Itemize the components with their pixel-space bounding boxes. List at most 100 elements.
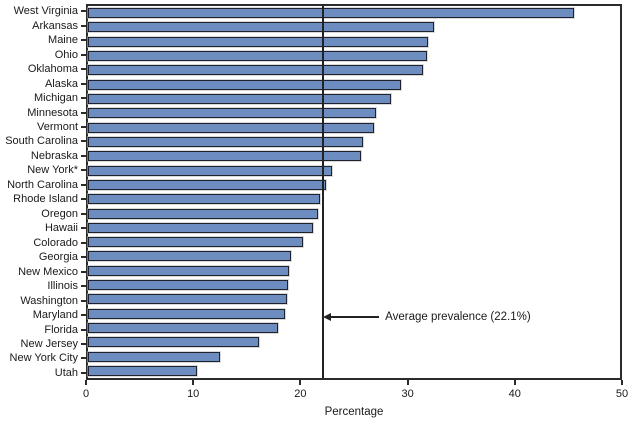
x-tick-label-20: 20 bbox=[294, 388, 307, 400]
y-label-row-minnesota: Minnesota bbox=[0, 105, 86, 119]
x-axis-title: Percentage bbox=[324, 406, 384, 418]
bar-row-georgia bbox=[88, 249, 620, 263]
y-label-rhode-island: Rhode Island bbox=[13, 193, 78, 206]
y-label-row-oregon: Oregon bbox=[0, 207, 86, 221]
bar-oregon bbox=[88, 208, 318, 219]
bar-row-north-carolina bbox=[88, 178, 620, 192]
bar-row-alaska bbox=[88, 78, 620, 92]
bar-alaska bbox=[88, 79, 401, 90]
y-label-hawaii: Hawaii bbox=[44, 222, 78, 235]
y-label-oregon: Oregon bbox=[41, 207, 78, 220]
y-label-washington: Washington bbox=[20, 294, 78, 307]
y-tick-mark bbox=[81, 68, 86, 71]
bar-new-york bbox=[88, 165, 332, 176]
y-label-new-jersey: New Jersey bbox=[20, 338, 78, 351]
x-tick-label-50: 50 bbox=[615, 388, 629, 400]
bar-georgia bbox=[88, 251, 292, 262]
bar-hawaii bbox=[88, 222, 313, 233]
y-label-ohio: Ohio bbox=[54, 48, 78, 61]
y-label-row-georgia: Georgia bbox=[0, 250, 86, 264]
bar-row-rhode-island bbox=[88, 192, 620, 206]
y-label-georgia: Georgia bbox=[38, 251, 78, 264]
y-tick-mark bbox=[81, 183, 86, 186]
bar-row-illinois bbox=[88, 278, 620, 292]
y-label-row-hawaii: Hawaii bbox=[0, 221, 86, 235]
y-label-new-york-city: New York City bbox=[9, 352, 78, 365]
y-tick-mark bbox=[81, 371, 86, 374]
bar-row-utah bbox=[88, 364, 620, 378]
y-tick-mark bbox=[81, 198, 86, 201]
y-tick-mark bbox=[81, 97, 86, 100]
x-tick-label-0: 0 bbox=[82, 388, 90, 400]
y-label-row-florida: Florida bbox=[0, 322, 86, 336]
bar-row-ohio bbox=[88, 49, 620, 63]
bar-maine bbox=[88, 36, 429, 47]
y-label-row-michigan: Michigan bbox=[0, 91, 86, 105]
y-label-maryland: Maryland bbox=[32, 309, 78, 322]
bar-row-oregon bbox=[88, 206, 620, 220]
bar-south-carolina bbox=[88, 136, 363, 147]
y-label-new-york: New York* bbox=[27, 164, 78, 177]
bar-row-new-jersey bbox=[88, 335, 620, 349]
y-label-row-ohio: Ohio bbox=[0, 47, 86, 61]
y-tick-mark bbox=[81, 10, 86, 13]
bars-container bbox=[88, 6, 620, 378]
y-tick-mark bbox=[81, 299, 86, 302]
bar-row-west-virginia bbox=[88, 6, 620, 20]
bar-row-south-carolina bbox=[88, 135, 620, 149]
bar-row-colorado bbox=[88, 235, 620, 249]
bar-ohio bbox=[88, 51, 428, 62]
y-label-row-west-virginia: West Virginia bbox=[0, 4, 86, 18]
y-tick-mark bbox=[81, 343, 86, 346]
left-arrow-icon bbox=[323, 312, 332, 321]
y-label-nebraska: Nebraska bbox=[30, 149, 78, 162]
y-label-arkansas: Arkansas bbox=[32, 19, 78, 32]
y-label-minnesota: Minnesota bbox=[27, 106, 78, 119]
y-label-colorado: Colorado bbox=[33, 236, 78, 249]
y-tick-mark bbox=[81, 285, 86, 288]
bar-row-hawaii bbox=[88, 221, 620, 235]
y-label-row-nebraska: Nebraska bbox=[0, 149, 86, 163]
average-prevalence-annotation: Average prevalence (22.1%) bbox=[323, 311, 531, 323]
y-label-row-washington: Washington bbox=[0, 293, 86, 307]
bar-row-arkansas bbox=[88, 20, 620, 34]
x-tick-label-30: 30 bbox=[401, 388, 414, 400]
y-label-row-south-carolina: South Carolina bbox=[0, 134, 86, 148]
y-tick-mark bbox=[81, 357, 86, 360]
average-prevalence-line bbox=[322, 6, 325, 378]
y-label-row-arkansas: Arkansas bbox=[0, 18, 86, 32]
y-label-row-alaska: Alaska bbox=[0, 76, 86, 90]
y-tick-mark bbox=[81, 270, 86, 273]
bar-row-michigan bbox=[88, 92, 620, 106]
bar-illinois bbox=[88, 280, 289, 291]
y-label-row-rhode-island: Rhode Island bbox=[0, 192, 86, 206]
bar-row-nebraska bbox=[88, 149, 620, 163]
bar-minnesota bbox=[88, 108, 377, 119]
y-axis-labels: West Virginia Arkansas Maine Ohio Oklahoma Al… bbox=[0, 4, 86, 380]
y-tick-mark bbox=[81, 53, 86, 56]
y-label-row-new-york-city: New York City bbox=[0, 351, 86, 365]
y-tick-mark bbox=[81, 241, 86, 244]
bar-row-new-york-city bbox=[88, 350, 620, 364]
y-label-row-new-york: New York* bbox=[0, 163, 86, 177]
x-tick-0 bbox=[85, 380, 87, 385]
y-tick-mark bbox=[81, 82, 86, 85]
bar-row-new-mexico bbox=[88, 264, 620, 278]
y-label-row-illinois: Illinois bbox=[0, 279, 86, 293]
bar-utah bbox=[88, 365, 197, 376]
bar-new-york-city bbox=[88, 351, 220, 362]
y-label-new-mexico: New Mexico bbox=[18, 265, 78, 278]
bar-row-new-york bbox=[88, 163, 620, 177]
annotation-label: Average prevalence (22.1%) bbox=[385, 310, 531, 323]
y-tick-mark bbox=[81, 256, 86, 259]
bar-north-carolina bbox=[88, 179, 327, 190]
arrow-shaft bbox=[331, 315, 380, 318]
bar-maryland bbox=[88, 308, 285, 319]
y-label-row-oklahoma: Oklahoma bbox=[0, 62, 86, 76]
y-label-maine: Maine bbox=[48, 34, 78, 47]
y-label-florida: Florida bbox=[44, 323, 78, 336]
y-tick-mark bbox=[81, 125, 86, 128]
y-label-row-colorado: Colorado bbox=[0, 236, 86, 250]
y-label-north-carolina: North Carolina bbox=[7, 178, 78, 191]
y-tick-mark bbox=[81, 227, 86, 230]
